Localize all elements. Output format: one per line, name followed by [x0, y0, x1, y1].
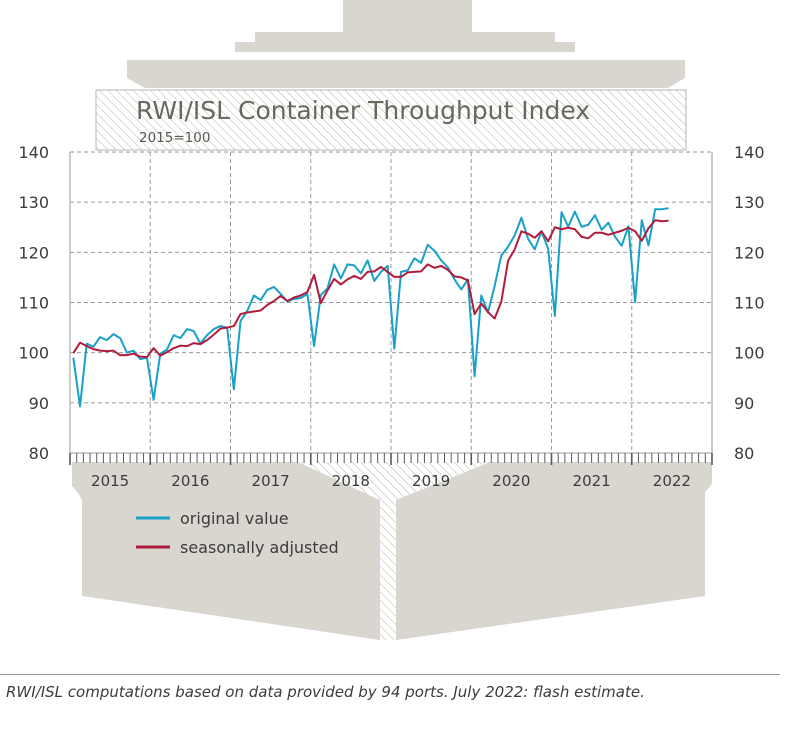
chart-subtitle: 2015=100: [139, 130, 210, 146]
y-tick-label-left: 110: [18, 294, 49, 313]
axes: 80 80 90 90 100 100 110 110 120 120 130 130 140 140 20…: [18, 143, 764, 490]
ship-superstructure: [95, 0, 687, 151]
ship-bridge: [235, 32, 575, 52]
y-tick-label-right: 90: [734, 394, 754, 413]
x-tick-label: 2020: [492, 472, 530, 490]
y-tick-label-left: 130: [18, 193, 49, 212]
title-banner: [95, 89, 687, 151]
y-tick-label-right: 100: [734, 344, 765, 363]
x-tick-label: 2022: [653, 472, 691, 490]
x-tick-label: 2015: [91, 472, 129, 490]
footer-note: RWI/ISL computations based on data provi…: [6, 683, 645, 701]
footer-divider: [0, 674, 780, 675]
series: [72, 207, 669, 408]
legend: original value seasonally adjusted: [136, 509, 339, 557]
x-tick-label: 2018: [332, 472, 370, 490]
ship-deck: [127, 60, 685, 88]
y-tick-label-left: 100: [18, 344, 49, 363]
y-tick-label-right: 110: [734, 294, 765, 313]
y-tick-label-right: 120: [734, 243, 765, 262]
hull-left: [72, 462, 380, 640]
hull-hatch: [298, 462, 490, 640]
ship-funnel: [343, 0, 472, 32]
y-tick-label-right: 130: [734, 193, 765, 212]
x-tick-label: 2017: [252, 472, 290, 490]
x-tick-label: 2021: [573, 472, 611, 490]
series-adjusted-line: [72, 219, 669, 359]
x-tick-label: 2019: [412, 472, 450, 490]
y-tick-label-right: 80: [734, 444, 754, 463]
series-original-line: [72, 207, 669, 408]
y-tick-label-left: 140: [18, 143, 49, 162]
legend-original-label: original value: [180, 509, 289, 528]
y-tick-label-left: 80: [29, 444, 49, 463]
y-tick-label-left: 90: [29, 394, 49, 413]
x-tick-label: 2016: [171, 472, 209, 490]
ship-hull: [72, 462, 712, 640]
legend-adjusted-label: seasonally adjusted: [180, 538, 339, 557]
y-tick-label-right: 140: [734, 143, 765, 162]
hull-right: [396, 462, 712, 640]
y-tick-label-left: 120: [18, 243, 49, 262]
chart-title: RWI/ISL Container Throughput Index: [136, 96, 590, 125]
